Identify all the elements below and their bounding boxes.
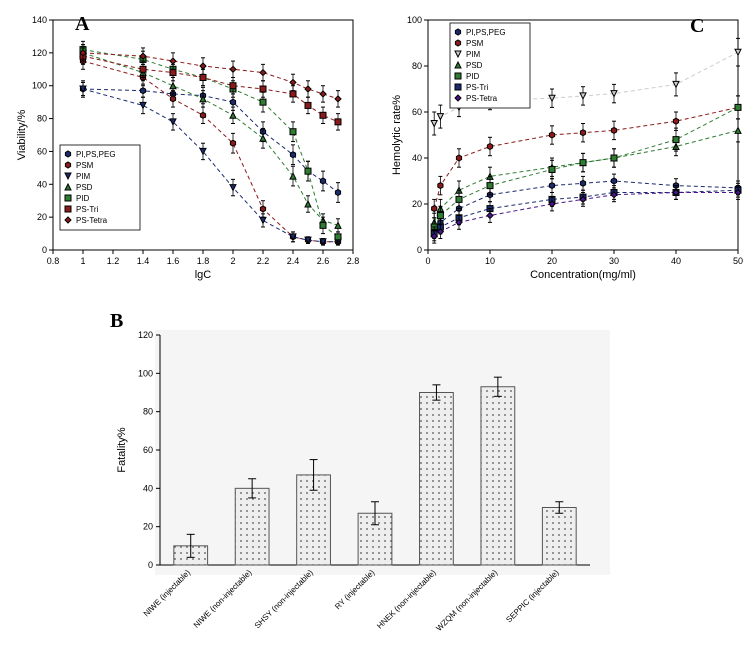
svg-text:PSD: PSD: [466, 61, 483, 70]
svg-text:PS-Tri: PS-Tri: [466, 83, 489, 92]
svg-text:80: 80: [412, 61, 422, 71]
svg-text:PI,PS,PEG: PI,PS,PEG: [76, 150, 116, 159]
panel-c-chart: 0 10 20 30 40 50 0 20 40 60 80 100 Concentration(mg/…: [380, 5, 750, 285]
svg-text:100: 100: [407, 15, 422, 25]
svg-text:40: 40: [412, 153, 422, 163]
svg-text:1.4: 1.4: [137, 256, 150, 266]
svg-text:0: 0: [42, 245, 47, 255]
panel-a: A 0.8 1 1.2 1.4 1.6 1.8 2 2.2 2.4 2.6 2.8 0 20 40 60 80…: [5, 5, 365, 285]
svg-text:20: 20: [37, 212, 47, 222]
svg-text:Viability/%: Viability/%: [16, 110, 28, 161]
svg-text:120: 120: [32, 48, 47, 58]
svg-text:NIWE (injectable): NIWE (injectable): [142, 568, 193, 619]
svg-text:SHSY (non-injectable): SHSY (non-injectable): [253, 568, 315, 630]
panel-a-label: A: [75, 13, 89, 36]
svg-text:80: 80: [143, 407, 153, 417]
svg-text:1.8: 1.8: [197, 256, 210, 266]
svg-text:Hemolytic rate%: Hemolytic rate%: [391, 95, 403, 175]
svg-text:20: 20: [412, 199, 422, 209]
svg-text:100: 100: [138, 368, 153, 378]
svg-text:30: 30: [609, 256, 619, 266]
svg-text:HNEK (non-injectable): HNEK (non-injectable): [375, 568, 438, 631]
svg-text:60: 60: [412, 107, 422, 117]
svg-text:PS-Tetra: PS-Tetra: [466, 94, 498, 103]
svg-text:40: 40: [37, 179, 47, 189]
svg-text:Concentration(mg/ml): Concentration(mg/ml): [530, 269, 636, 281]
svg-text:2.2: 2.2: [257, 256, 270, 266]
svg-text:140: 140: [32, 15, 47, 25]
svg-text:PSM: PSM: [466, 39, 484, 48]
svg-text:2.8: 2.8: [347, 256, 360, 266]
svg-text:20: 20: [143, 522, 153, 532]
panel-b-chart: 0 20 40 60 80 100 120 Fatality% NIWE (injectable…: [100, 310, 620, 660]
svg-text:PS-Tri: PS-Tri: [76, 205, 99, 214]
svg-text:PIM: PIM: [76, 172, 91, 181]
svg-text:40: 40: [671, 256, 681, 266]
svg-text:PSD: PSD: [76, 183, 93, 192]
panel-c-label: C: [690, 15, 704, 38]
svg-text:PSM: PSM: [76, 161, 94, 170]
svg-text:120: 120: [138, 330, 153, 340]
svg-text:PS-Tetra: PS-Tetra: [76, 216, 108, 225]
svg-text:1: 1: [80, 256, 85, 266]
panel-b: B 0 20 40 60 80 100 120 Fatality% NIWE (injectab…: [100, 310, 620, 660]
svg-text:1.6: 1.6: [167, 256, 180, 266]
svg-text:2: 2: [230, 256, 235, 266]
svg-text:100: 100: [32, 81, 47, 91]
svg-text:PID: PID: [76, 194, 90, 203]
svg-text:10: 10: [485, 256, 495, 266]
svg-text:60: 60: [37, 146, 47, 156]
svg-text:Fatality%: Fatality%: [116, 427, 128, 472]
svg-text:2.4: 2.4: [287, 256, 300, 266]
svg-text:40: 40: [143, 483, 153, 493]
svg-text:0.8: 0.8: [47, 256, 60, 266]
svg-text:80: 80: [37, 114, 47, 124]
svg-text:PIM: PIM: [466, 50, 481, 59]
svg-text:2.6: 2.6: [317, 256, 330, 266]
svg-text:WZQM (non-injectable): WZQM (non-injectable): [434, 568, 499, 633]
svg-text:lgC: lgC: [195, 269, 212, 281]
svg-text:0: 0: [148, 560, 153, 570]
svg-text:50: 50: [733, 256, 743, 266]
svg-text:PI,PS,PEG: PI,PS,PEG: [466, 28, 506, 37]
svg-text:0: 0: [425, 256, 430, 266]
panel-a-chart: 0.8 1 1.2 1.4 1.6 1.8 2 2.2 2.4 2.6 2.8 0 20 40 60 80 10…: [5, 5, 365, 285]
svg-text:20: 20: [547, 256, 557, 266]
panel-c: C 0 10 20 30 40 50 0 20 40 60 80 100 Concentration(m…: [380, 5, 750, 285]
svg-text:PID: PID: [466, 72, 480, 81]
svg-text:SEPPIC (injectable): SEPPIC (injectable): [504, 568, 561, 625]
svg-text:NIWE (non-injectable): NIWE (non-injectable): [192, 568, 254, 630]
svg-text:0: 0: [417, 245, 422, 255]
svg-text:60: 60: [143, 445, 153, 455]
panel-b-label: B: [110, 310, 123, 333]
svg-text:1.2: 1.2: [107, 256, 120, 266]
